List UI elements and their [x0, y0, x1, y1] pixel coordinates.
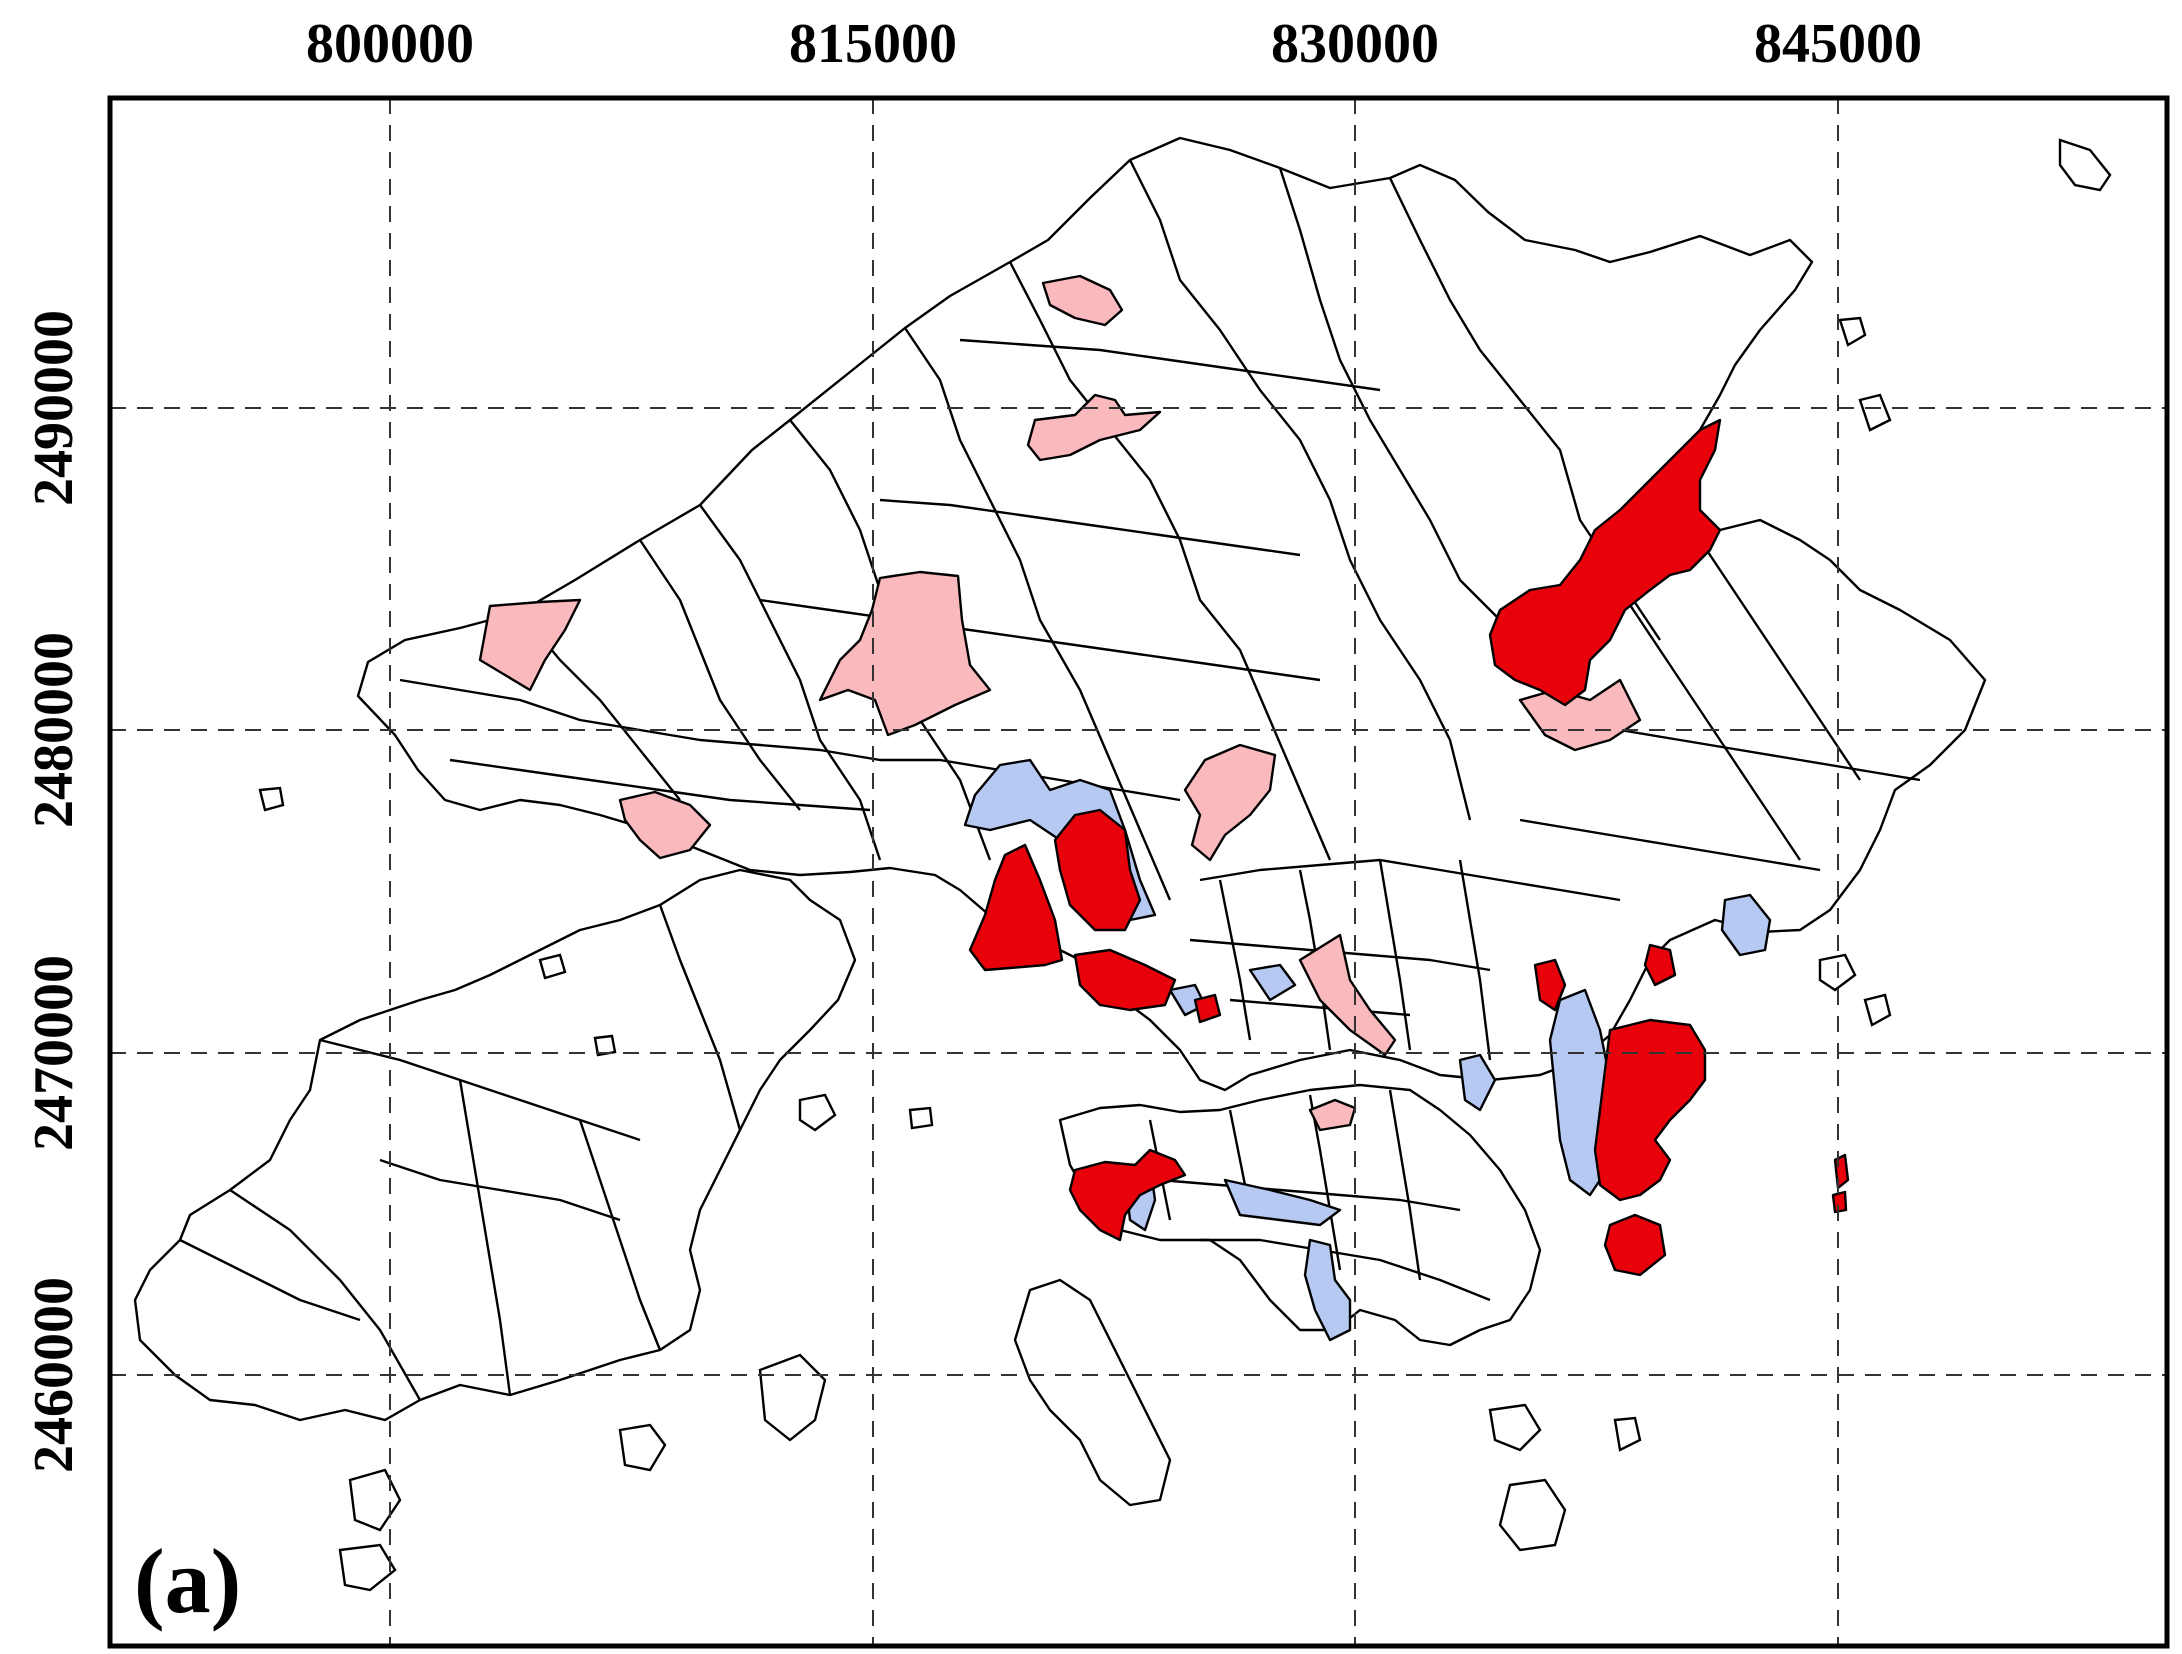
district-moderate [1026, 393, 1162, 462]
district-region-lamma [1013, 1278, 1172, 1507]
x-tick-label: 830000 [1271, 13, 1439, 75]
islet-sw-1 [348, 1468, 402, 1532]
y-tick-label: 2460000 [23, 1277, 85, 1473]
district-region-lantau [133, 868, 857, 1422]
district-high [1053, 808, 1142, 932]
high-risk-areas [968, 418, 1850, 1277]
y-tick-label: 2470000 [23, 955, 85, 1151]
district-moderate [1183, 743, 1277, 862]
map-area: (a) [107, 95, 2170, 1649]
district-moderate [1308, 1098, 1357, 1132]
x-tick-labels: 800000 815000 830000 845000 [306, 13, 1922, 75]
district-low [1303, 1238, 1352, 1342]
land-mass [133, 136, 2112, 1592]
y-tick-labels: 2490000 2480000 2470000 2460000 [23, 310, 85, 1473]
moderate-risk-areas [478, 274, 1642, 1132]
islet-peng-chau [758, 1353, 827, 1442]
district-high [1533, 958, 1567, 1012]
map-frame [107, 95, 2170, 1649]
islet-south-2 [1613, 1416, 1642, 1452]
islet-south-1 [1488, 1403, 1542, 1452]
x-tick-label: 845000 [1754, 13, 1922, 75]
district-moderate [1298, 933, 1397, 1057]
islet-w-3 [798, 1093, 837, 1132]
district-high [1833, 1153, 1850, 1190]
district-high [1193, 993, 1222, 1024]
district-high [1643, 943, 1677, 987]
y-tick-label: 2490000 [23, 310, 85, 506]
islet-sw-2 [338, 1543, 397, 1592]
district-high [968, 843, 1064, 972]
islet-e-1 [1858, 393, 1892, 432]
district-low [1248, 963, 1297, 1002]
x-tick-label: 815000 [789, 13, 957, 75]
islet-w-4 [538, 953, 567, 980]
district-low [1720, 893, 1772, 957]
islet-w-5 [593, 1034, 617, 1057]
islet-po-toi [1498, 1478, 1567, 1552]
district-low [1223, 1178, 1342, 1227]
islet-e-3 [1863, 993, 1892, 1027]
panel-label: (a) [134, 1530, 241, 1632]
district-moderate [478, 598, 582, 692]
district-high [1068, 1148, 1187, 1242]
district-high [1831, 1190, 1848, 1214]
y-tick-label: 2480000 [23, 632, 85, 828]
district-boundaries [179, 159, 1921, 1401]
grid-lines [110, 98, 2167, 1646]
islet-ne-1 [2058, 138, 2112, 192]
x-tick-label: 800000 [306, 13, 474, 75]
district-moderate [1041, 274, 1124, 327]
district-high [1073, 948, 1177, 1012]
district-moderate [618, 790, 712, 860]
district-high [1603, 1213, 1667, 1277]
district-high [1488, 418, 1722, 707]
district-region-north [356, 136, 1987, 1092]
islet-cheung-chau [618, 1423, 667, 1472]
islet-w-1 [258, 786, 285, 812]
islet-ne-2 [1838, 316, 1867, 347]
district-low [1458, 1053, 1497, 1112]
islet-w-2 [908, 1106, 934, 1130]
district-high [1593, 1018, 1707, 1202]
